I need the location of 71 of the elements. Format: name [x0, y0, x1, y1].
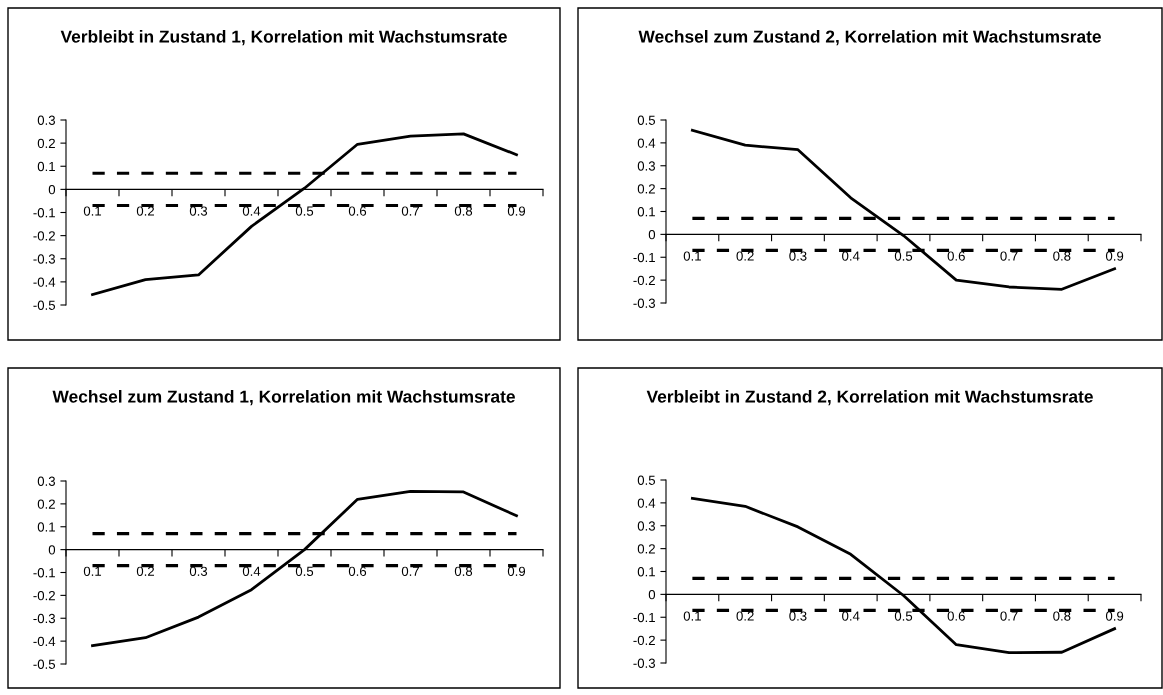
x-tick-label: 0.1: [83, 566, 102, 576]
chart-title: Verbleibt in Zustand 1, Korrelation mit Wachstumsrate: [60, 30, 507, 46]
x-tick-label: 0.9: [507, 206, 526, 216]
x-tick-label: 0.1: [83, 206, 102, 216]
chart-title: Wechsel zum Zustand 1, Korrelation mit Wachstumsrate: [52, 390, 515, 406]
y-tick-label: -0.5: [33, 300, 56, 310]
chart-title: Wechsel zum Zustand 2, Korrelation mit Wachstumsrate: [638, 30, 1101, 46]
x-tick-label: 0.4: [842, 251, 860, 261]
x-tick-label: 0.2: [136, 206, 155, 216]
x-tick-label: 0.3: [789, 611, 807, 621]
x-tick-label: 0.4: [242, 206, 261, 216]
x-tick-label: 0.5: [295, 566, 314, 576]
x-tick-label: 0.2: [136, 566, 155, 576]
y-tick-label: 0.3: [637, 521, 656, 531]
y-tick-label: 0.4: [637, 498, 656, 508]
y-tick-label: 0.2: [37, 499, 55, 509]
y-tick-label: 0.3: [37, 476, 56, 486]
y-tick-label: 0: [48, 184, 56, 195]
y-tick-label: -0.1: [633, 252, 655, 263]
x-tick-label: 0.8: [1053, 251, 1071, 261]
y-tick-label: 0.4: [637, 138, 656, 148]
y-tick-label: 0.1: [37, 161, 55, 172]
x-tick-label: 0.3: [189, 206, 208, 216]
x-tick-label: 0.5: [894, 251, 913, 261]
x-tick-label: 0.3: [189, 566, 208, 576]
y-tick-label: 0.2: [37, 138, 55, 149]
y-tick-label: 0.2: [637, 184, 655, 194]
y-tick-label: -0.3: [33, 613, 56, 624]
y-tick-label: -0.5: [33, 659, 56, 669]
x-tick-label: 0.2: [736, 251, 754, 261]
x-tick-label: 0.7: [401, 566, 420, 576]
y-tick-label: 0.3: [637, 161, 656, 171]
y-tick-label: -0.1: [33, 568, 55, 578]
chart-title: Verbleibt in Zustand 2, Korrelation mit Wachstumsrate: [646, 390, 1093, 406]
y-tick-label: 0.3: [37, 115, 56, 125]
y-tick-label: -0.3: [633, 298, 656, 308]
x-tick-label: 0.9: [1105, 611, 1124, 621]
y-tick-label: -0.2: [633, 275, 655, 286]
y-tick-label: -0.3: [33, 254, 56, 264]
y-tick-label: -0.2: [633, 635, 655, 646]
x-tick-label: 0.9: [1105, 251, 1124, 261]
x-tick-label: 0.3: [789, 251, 807, 261]
x-tick-label: 0.6: [348, 566, 367, 576]
x-tick-label: 0.8: [1053, 611, 1071, 621]
x-tick-label: 0.8: [454, 566, 473, 576]
x-tick-label: 0.2: [736, 611, 754, 621]
y-tick-label: -0.4: [33, 277, 56, 287]
x-tick-label: 0.1: [683, 251, 701, 261]
y-tick-label: 0: [648, 229, 656, 240]
x-tick-label: 0.4: [242, 566, 261, 576]
y-tick-label: 0.5: [637, 115, 656, 125]
x-tick-label: 0.5: [295, 206, 314, 216]
x-tick-label: 0.1: [683, 611, 701, 621]
x-tick-label: 0.9: [507, 566, 526, 576]
y-tick-label: -0.1: [33, 208, 55, 218]
y-tick-label: 0.2: [637, 544, 655, 554]
y-tick-label: -0.1: [633, 612, 655, 623]
y-tick-label: -0.3: [633, 658, 656, 668]
x-tick-label: 0.5: [894, 611, 913, 621]
x-tick-label: 0.6: [947, 611, 965, 621]
y-tick-label: -0.4: [33, 636, 56, 647]
x-tick-label: 0.6: [348, 206, 367, 216]
y-tick-label: 0: [48, 545, 56, 555]
y-tick-label: -0.2: [33, 590, 55, 601]
y-tick-label: -0.2: [33, 231, 55, 241]
y-tick-label: 0.5: [637, 475, 656, 485]
x-tick-label: 0.4: [842, 611, 860, 621]
y-tick-label: 0: [648, 589, 656, 600]
x-tick-label: 0.6: [947, 251, 965, 261]
y-tick-label: 0.1: [37, 522, 55, 532]
x-tick-label: 0.8: [454, 206, 473, 216]
